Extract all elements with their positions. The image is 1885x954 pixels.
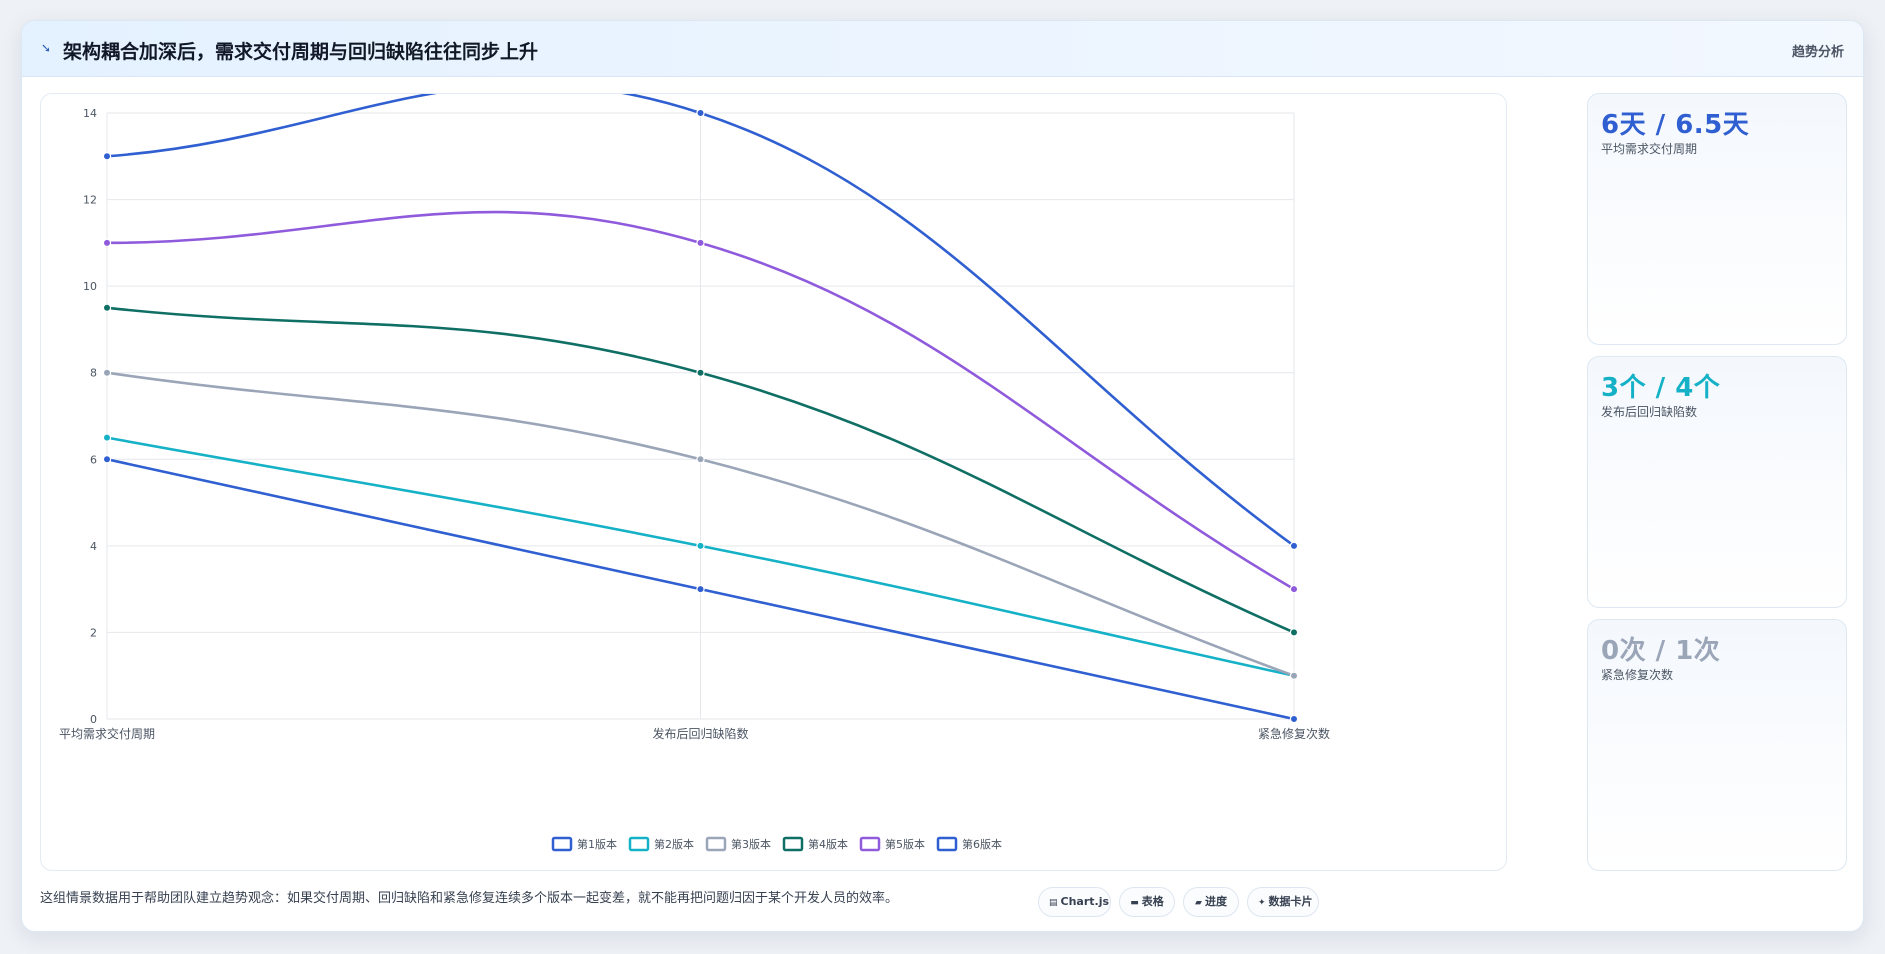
legend-swatch [628, 836, 650, 852]
stat-value: 3个 / 4个 [1601, 373, 1721, 403]
pill-chartjs[interactable]: ▤ Chart.js [1038, 887, 1111, 917]
data-point [102, 455, 112, 464]
legend-label: 第1版本 [577, 837, 617, 851]
legend-label: 第6版本 [962, 837, 1002, 851]
x-tick-label: 平均需求交付周期 [59, 726, 155, 741]
pill-data-card[interactable]: ✦ 数据卡片 [1247, 887, 1319, 917]
y-tick-label: 2 [90, 626, 97, 639]
progress-icon: ▰ [1195, 898, 1202, 908]
data-point [102, 238, 112, 248]
data-point [102, 152, 112, 161]
data-point [696, 541, 705, 551]
stat-value: 0次 / 1次 [1601, 636, 1721, 666]
chart-icon: ▤ [1049, 898, 1058, 908]
stat-card-delivery: 6天 / 6.5天 平均需求交付周期 [1587, 93, 1847, 345]
dashboard-card: ➘ 架构耦合加深后，需求交付周期与回归缺陷往往同步上升 趋势分析 0 2 4 6 8 10… [21, 20, 1864, 932]
data-point [696, 368, 705, 377]
y-tick-label: 8 [90, 367, 97, 380]
stat-label: 平均需求交付周期 [1601, 142, 1698, 156]
legend-label: 第3版本 [731, 837, 771, 851]
pill-table[interactable]: ▬ 表格 [1119, 887, 1175, 917]
data-point [102, 303, 112, 312]
data-point [1289, 584, 1299, 594]
data-point [1289, 714, 1299, 724]
data-point [102, 433, 112, 442]
trend-icon: ➘ [41, 41, 52, 55]
table-icon: ▬ [1130, 898, 1139, 908]
legend-swatch [782, 836, 804, 852]
data-point [1289, 541, 1299, 551]
y-tick-label: 14 [83, 107, 97, 120]
data-point [1289, 671, 1299, 680]
legend-swatch [705, 836, 727, 852]
data-point [696, 108, 705, 118]
data-point [696, 584, 705, 594]
y-tick-label: 10 [83, 280, 97, 293]
data-point [696, 238, 705, 248]
page-title: 架构耦合加深后，需求交付周期与回归缺陷往往同步上升 [63, 41, 539, 63]
legend-label: 第5版本 [885, 837, 925, 851]
y-tick-label: 6 [90, 453, 97, 466]
legend-swatch [859, 836, 881, 852]
stat-label: 紧急修复次数 [1601, 668, 1674, 682]
data-point [1289, 628, 1299, 637]
y-tick-label: 12 [83, 194, 97, 207]
x-tick-label: 发布后回归缺陷数 [652, 726, 748, 741]
y-tick-label: 0 [90, 713, 97, 726]
legend-label: 第4版本 [808, 837, 848, 851]
pill-progress[interactable]: ▰ 进度 [1183, 887, 1239, 917]
card-icon: ✦ [1258, 898, 1266, 908]
header-tag: 趋势分析 [1791, 45, 1844, 60]
legend-swatch [551, 836, 573, 852]
footer-note: 这组情景数据用于帮助团队建立趋势观念：如果交付周期、回归缺陷和紧急修复连续多个版… [40, 891, 899, 906]
legend-swatch [936, 836, 958, 852]
stat-card-hotfix: 0次 / 1次 紧急修复次数 [1587, 619, 1847, 871]
legend-label: 第2版本 [654, 837, 694, 851]
data-point [696, 455, 705, 464]
y-tick-label: 4 [90, 540, 97, 553]
x-tick-label: 紧急修复次数 [1258, 726, 1330, 741]
data-point [102, 368, 112, 377]
pill-label: 进度 [1204, 895, 1227, 908]
pill-label: 数据卡片 [1268, 895, 1313, 908]
pill-label: 表格 [1141, 895, 1164, 908]
stat-label: 发布后回归缺陷数 [1601, 405, 1698, 419]
stat-value: 6天 / 6.5天 [1601, 110, 1750, 140]
header-bar: ➘ 架构耦合加深后，需求交付周期与回归缺陷往往同步上升 趋势分析 [22, 21, 1863, 77]
pill-label: Chart.js [1060, 895, 1110, 908]
line-chart-panel: 0 2 4 6 8 10 12 14 平均需求交付周期 发布后回归缺陷数 紧急修复次数第1版本 第2版… [40, 93, 1507, 871]
stat-card-defects: 3个 / 4个 发布后回归缺陷数 [1587, 356, 1847, 608]
